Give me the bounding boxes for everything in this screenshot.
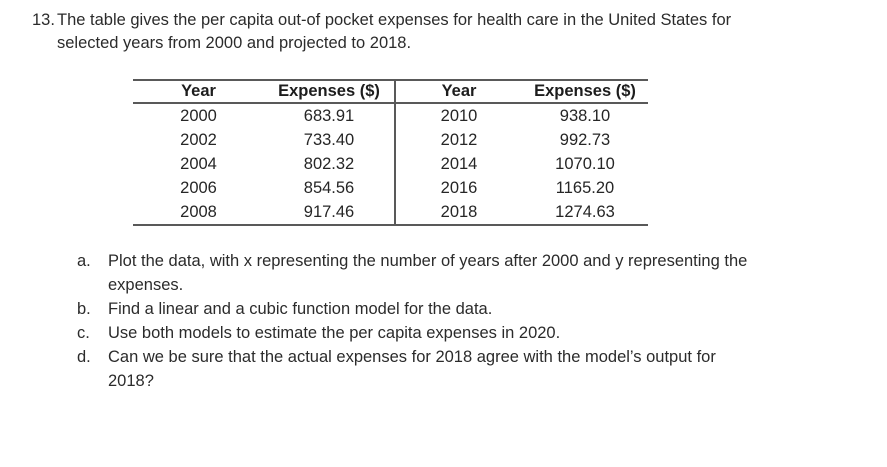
column-header-expenses-left: Expenses ($) bbox=[264, 79, 396, 104]
expenses-cell: 917.46 bbox=[264, 200, 396, 226]
problem-number: 13. bbox=[32, 11, 55, 29]
year-cell: 2000 bbox=[180, 106, 217, 125]
expenses-cell: 1070.10 bbox=[555, 154, 615, 173]
expenses-cell: 733.40 bbox=[264, 128, 396, 152]
table-row: 2004 802.32 2014 1070.10 bbox=[133, 152, 648, 176]
expenses-cell: 802.32 bbox=[264, 152, 396, 176]
expenses-cell: 683.91 bbox=[264, 103, 396, 128]
problem-statement: 13. The table gives the per capita out-o… bbox=[32, 9, 731, 55]
table-row: 2006 854.56 2016 1165.20 bbox=[133, 176, 648, 200]
question-text: Find a linear and a cubic function model… bbox=[108, 297, 492, 321]
question-text-line: expenses. bbox=[108, 276, 184, 294]
expenses-table: Year Expenses ($) Year Expenses ($) 2000… bbox=[133, 79, 648, 226]
question-item-a: a. Plot the data, with x representing th… bbox=[77, 249, 747, 297]
year-cell: 2002 bbox=[180, 130, 217, 149]
question-item-d: d. Can we be sure that the actual expens… bbox=[77, 345, 747, 393]
table-header-row: Year Expenses ($) Year Expenses ($) bbox=[133, 79, 648, 104]
table-row: 2002 733.40 2012 992.73 bbox=[133, 128, 648, 152]
expenses-cell: 854.56 bbox=[264, 176, 396, 200]
problem-intro: The table gives the per capita out-of po… bbox=[57, 9, 731, 55]
year-cell: 2004 bbox=[180, 154, 217, 173]
expenses-cell: 992.73 bbox=[559, 130, 611, 149]
column-header-year-right: Year bbox=[395, 79, 522, 104]
table-row: 2000 683.91 2010 938.10 bbox=[133, 103, 648, 128]
column-header-expenses-right: Expenses ($) bbox=[522, 79, 648, 104]
question-text: Can we be sure that the actual expenses … bbox=[108, 345, 716, 393]
question-label: a. bbox=[77, 252, 91, 270]
year-cell: 2018 bbox=[395, 200, 522, 226]
year-cell: 2014 bbox=[440, 154, 478, 173]
expenses-cell: 1274.63 bbox=[522, 200, 648, 226]
question-text: Plot the data, with x representing the n… bbox=[108, 249, 747, 297]
table-row: 2008 917.46 2018 1274.63 bbox=[133, 200, 648, 226]
year-cell: 2012 bbox=[440, 130, 478, 149]
question-item-c: c. Use both models to estimate the per c… bbox=[77, 321, 747, 345]
question-item-b: b. Find a linear and a cubic function mo… bbox=[77, 297, 747, 321]
question-text-line: 2018? bbox=[108, 372, 154, 390]
question-text-line: Find a linear and a cubic function model… bbox=[108, 300, 493, 318]
question-list: a. Plot the data, with x representing th… bbox=[77, 249, 747, 393]
expenses-cell: 1165.20 bbox=[555, 178, 615, 197]
year-cell: 2008 bbox=[133, 200, 264, 226]
question-text: Use both models to estimate the per capi… bbox=[108, 321, 560, 345]
question-label: c. bbox=[77, 324, 90, 342]
problem-intro-line: The table gives the per capita out-of po… bbox=[57, 11, 732, 29]
question-label: d. bbox=[77, 348, 91, 366]
expenses-table-container: Year Expenses ($) Year Expenses ($) 2000… bbox=[133, 79, 648, 226]
year-cell: 2006 bbox=[180, 178, 217, 197]
question-text-line: Plot the data, with x representing the n… bbox=[108, 252, 748, 270]
question-label: b. bbox=[77, 300, 91, 318]
question-text-line: Can we be sure that the actual expenses … bbox=[108, 348, 716, 366]
expenses-cell: 938.10 bbox=[559, 106, 611, 125]
column-header-year-left: Year bbox=[133, 79, 264, 104]
question-text-line: Use both models to estimate the per capi… bbox=[108, 324, 561, 342]
problem-intro-line: selected years from 2000 and projected t… bbox=[57, 34, 412, 52]
year-cell: 2016 bbox=[440, 178, 478, 197]
year-cell: 2010 bbox=[440, 106, 478, 125]
